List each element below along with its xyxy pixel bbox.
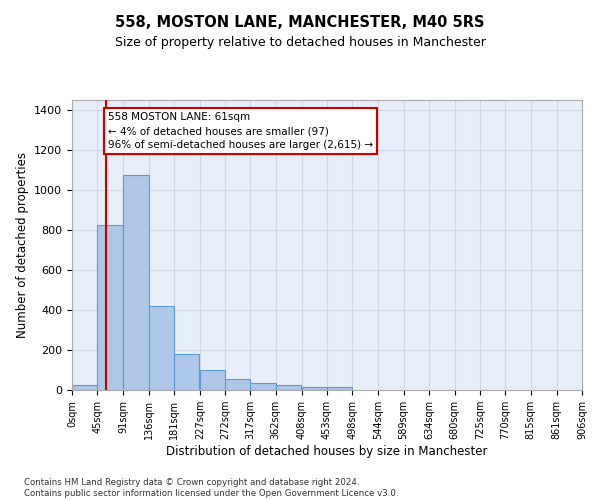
Text: 558 MOSTON LANE: 61sqm
← 4% of detached houses are smaller (97)
96% of semi-deta: 558 MOSTON LANE: 61sqm ← 4% of detached … — [108, 112, 373, 150]
Bar — [302, 387, 327, 390]
Bar — [123, 175, 149, 390]
Text: Contains HM Land Registry data © Crown copyright and database right 2024.
Contai: Contains HM Land Registry data © Crown c… — [24, 478, 398, 498]
X-axis label: Distribution of detached houses by size in Manchester: Distribution of detached houses by size … — [166, 445, 488, 458]
Bar — [149, 306, 174, 390]
Text: 558, MOSTON LANE, MANCHESTER, M40 5RS: 558, MOSTON LANE, MANCHESTER, M40 5RS — [115, 15, 485, 30]
Y-axis label: Number of detached properties: Number of detached properties — [16, 152, 29, 338]
Bar — [250, 383, 276, 390]
Bar — [97, 225, 122, 390]
Bar — [72, 385, 97, 390]
Bar — [174, 354, 199, 390]
Bar — [225, 379, 250, 390]
Text: Size of property relative to detached houses in Manchester: Size of property relative to detached ho… — [115, 36, 485, 49]
Bar — [200, 370, 225, 390]
Bar — [276, 385, 301, 390]
Bar — [327, 387, 352, 390]
